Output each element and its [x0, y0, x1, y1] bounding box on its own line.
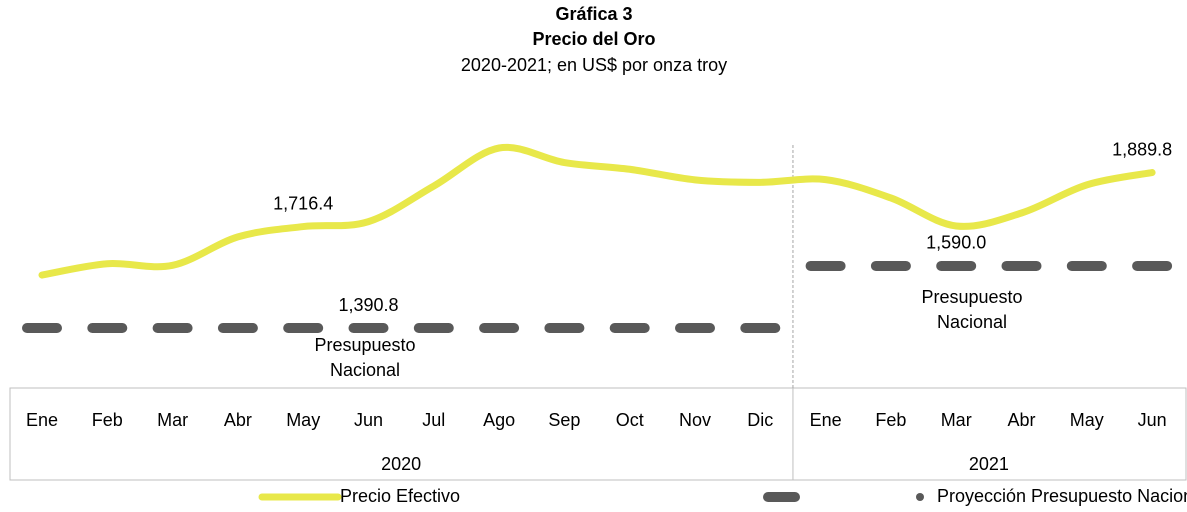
chart-description: 2020-2021; en US$ por onza troy: [461, 55, 727, 75]
group-label: 2020: [381, 454, 421, 474]
x-tick-label: Ene: [26, 410, 58, 430]
x-tick-label: Dic: [747, 410, 773, 430]
category-axis-box: [9, 387, 1187, 481]
legend-swatch: [916, 493, 924, 501]
x-tick-label: May: [286, 410, 320, 430]
x-tick-label: Jun: [354, 410, 383, 430]
x-tick-label: Jun: [1138, 410, 1167, 430]
annotation: Nacional: [330, 360, 400, 380]
x-tick-label: Mar: [941, 410, 972, 430]
chart-subtitle: Precio del Oro: [532, 29, 655, 49]
legend-label: Precio Efectivo: [340, 486, 460, 506]
x-tick-label: Abr: [1007, 410, 1035, 430]
chart-title: Gráfica 3: [555, 4, 632, 24]
x-tick-label: Feb: [92, 410, 123, 430]
x-tick-label: Sep: [548, 410, 580, 430]
legend-label: Proyección Presupuesto Nacional: [937, 486, 1187, 506]
x-tick-label: Mar: [157, 410, 188, 430]
data-label: 1,716.4: [273, 193, 333, 213]
x-tick-label: Oct: [616, 410, 644, 430]
x-tick-label: Nov: [679, 410, 711, 430]
annotation: Presupuesto: [314, 335, 415, 355]
annotation: Nacional: [937, 312, 1007, 332]
x-tick-label: Feb: [875, 410, 906, 430]
data-label: 1,590.0: [926, 233, 986, 253]
x-tick-label: Ago: [483, 410, 515, 430]
data-label: 1,889.8: [1112, 139, 1172, 159]
x-tick-label: Ene: [810, 410, 842, 430]
x-tick-label: Jul: [422, 410, 445, 430]
x-tick-label: May: [1070, 410, 1104, 430]
data-label: 1,390.8: [338, 295, 398, 315]
line-series: [38, 143, 1156, 279]
annotation: Presupuesto: [921, 287, 1022, 307]
x-tick-label: Abr: [224, 410, 252, 430]
group-label: 2021: [969, 454, 1009, 474]
